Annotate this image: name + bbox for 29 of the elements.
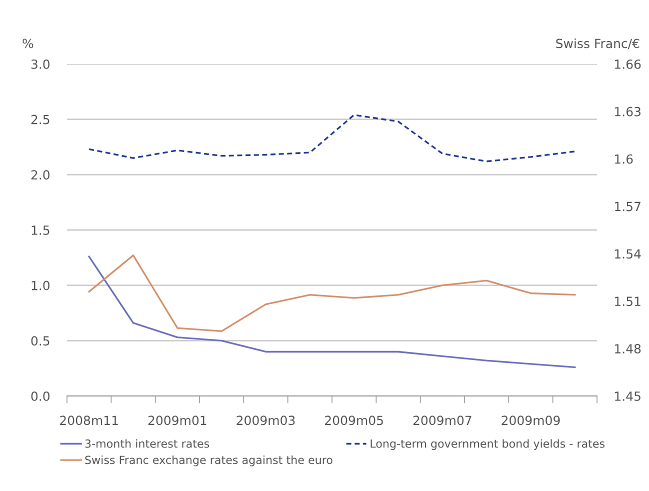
x-tick-label: 2009m09 — [502, 416, 560, 426]
y-tick-label: 2.0 — [31, 170, 50, 180]
y-tick-label: 1.5 — [32, 226, 50, 235]
y-tick-label: 2.5 — [31, 114, 50, 124]
y-tick-label: 3.0 — [31, 59, 50, 69]
y-tick-label: 1.0 — [32, 280, 50, 290]
legend-label: Swiss Franc exchange rates against the euro — [85, 456, 332, 466]
y2-axis-title: Swiss Franc/€ — [556, 38, 640, 50]
y2-tick-label: 1.51 — [615, 296, 640, 306]
y2-tick-label: 1.45 — [615, 392, 640, 401]
legend-label: 3-month interest rates — [85, 439, 210, 448]
y2-tick-label: 1.66 — [615, 59, 641, 69]
y-tick-label: 0.5 — [31, 336, 50, 346]
line-series — [88, 256, 576, 368]
y-axis-title: % — [22, 38, 34, 48]
y2-tick-label: 1.6 — [615, 154, 633, 164]
y2-tick-label: 1.57 — [615, 202, 640, 212]
y2-tick-label: 1.63 — [615, 106, 640, 116]
x-tick-label: 2009m07 — [413, 416, 472, 426]
x-tick-label: 2009m05 — [325, 416, 383, 426]
line-series — [88, 254, 576, 332]
x-tick-label: 2008m11 — [60, 416, 118, 426]
legend-label: Long-term government bond yields - rates — [370, 439, 605, 450]
x-tick-label: 2009m01 — [148, 416, 206, 426]
y-tick-label: 0.0 — [31, 391, 50, 401]
y2-tick-label: 1.48 — [615, 344, 641, 354]
y2-tick-label: 1.54 — [615, 249, 641, 259]
line-series — [88, 114, 576, 162]
x-tick-label: 2009m03 — [236, 416, 295, 426]
